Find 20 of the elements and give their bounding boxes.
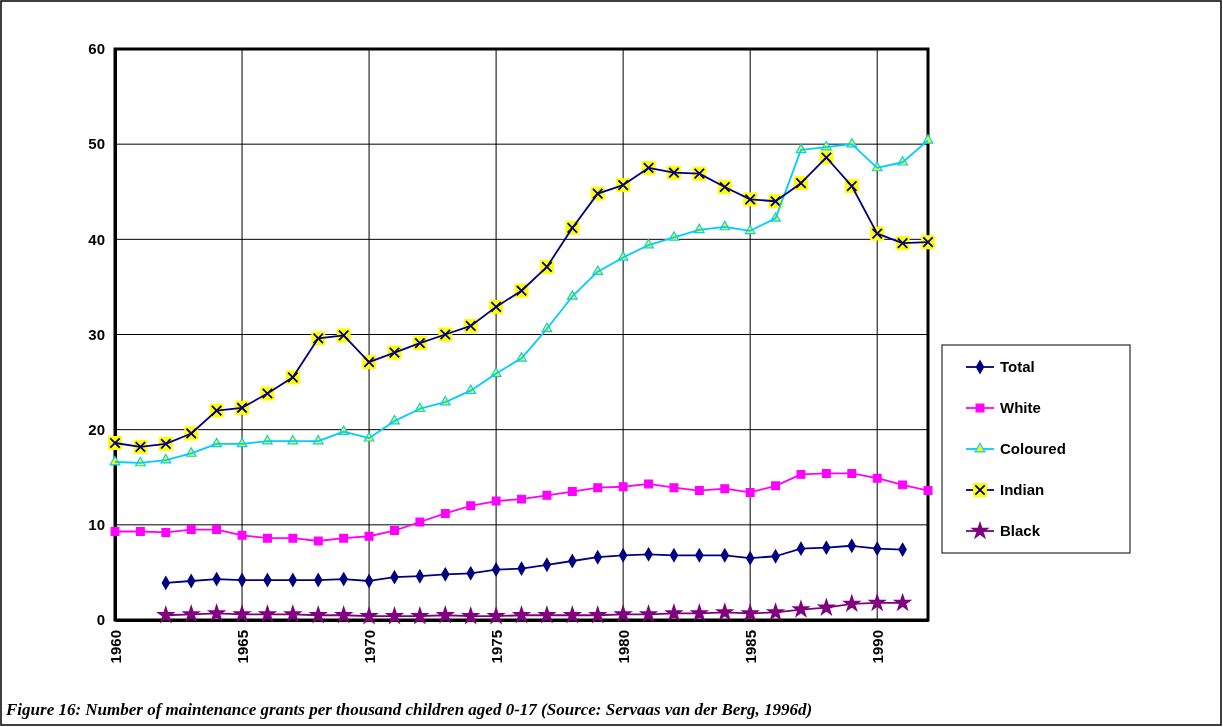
y-tick-label: 20 xyxy=(88,420,105,438)
y-tick-label: 40 xyxy=(88,230,105,248)
x-tick-label: 1980 xyxy=(614,630,632,664)
x-tick-label: 1970 xyxy=(360,630,378,664)
y-tick-label: 60 xyxy=(88,40,105,58)
x-tick-label: 1990 xyxy=(868,630,886,664)
x-tick-label: 1985 xyxy=(741,630,759,664)
y-tick-label: 10 xyxy=(88,516,105,534)
legend-label: White xyxy=(1000,399,1041,417)
y-tick-label: 50 xyxy=(88,135,105,153)
legend-label: Indian xyxy=(1000,481,1045,499)
y-tick-label: 30 xyxy=(88,325,105,343)
y-tick-label: 0 xyxy=(96,611,105,629)
legend-label: Total xyxy=(1000,358,1035,376)
x-tick-label: 1975 xyxy=(487,630,505,664)
legend-label: Black xyxy=(1000,522,1041,540)
x-tick-label: 1960 xyxy=(106,630,124,664)
x-tick-label: 1965 xyxy=(233,630,251,664)
legend-label: Coloured xyxy=(1000,440,1066,458)
text: Figure 16: Number of maintenance grants per thousand children aged 0-17 (Source: Servaas van der Berg, 1996d) xyxy=(5,700,813,719)
